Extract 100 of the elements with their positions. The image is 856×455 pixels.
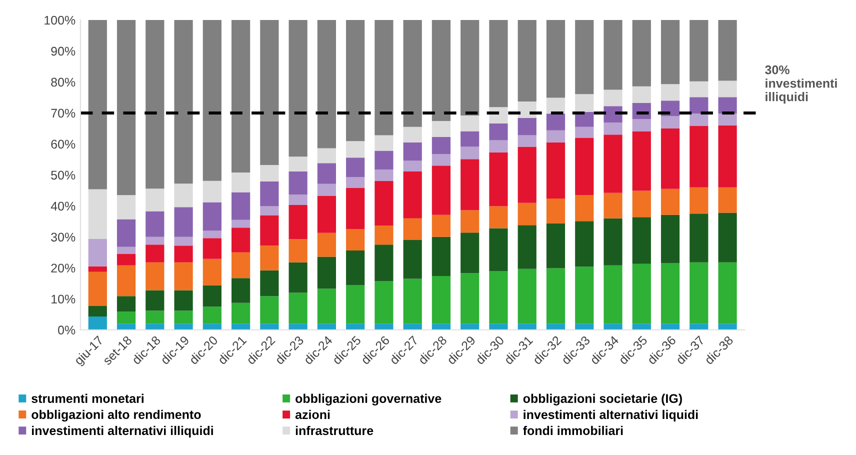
bar bbox=[174, 262, 193, 290]
legend-label: infrastrutture bbox=[296, 426, 374, 436]
bar bbox=[690, 262, 708, 324]
bar bbox=[116, 265, 136, 296]
bar bbox=[489, 107, 508, 124]
bar bbox=[146, 324, 164, 330]
bar bbox=[604, 20, 622, 90]
bar bbox=[260, 296, 279, 324]
bar bbox=[317, 196, 336, 233]
bar bbox=[604, 106, 622, 123]
bar bbox=[88, 272, 107, 306]
bar bbox=[346, 141, 365, 158]
bar bbox=[202, 285, 222, 307]
bar bbox=[718, 212, 737, 262]
bar bbox=[88, 20, 107, 190]
legend-label: fondi immobiliari bbox=[523, 426, 623, 436]
bar bbox=[288, 156, 308, 172]
bar bbox=[489, 20, 508, 108]
bar bbox=[288, 194, 308, 206]
bar bbox=[575, 112, 594, 127]
bar bbox=[718, 97, 737, 114]
bar bbox=[288, 324, 308, 330]
bar bbox=[346, 229, 365, 251]
bar bbox=[575, 94, 594, 112]
legend-label: investimenti alternativi liquidi bbox=[524, 410, 698, 422]
bar bbox=[660, 84, 680, 101]
bar bbox=[604, 134, 622, 193]
bar bbox=[718, 324, 737, 330]
bar bbox=[88, 306, 107, 317]
bar bbox=[202, 306, 222, 324]
bar bbox=[660, 263, 680, 324]
bar bbox=[518, 135, 536, 147]
bar bbox=[146, 211, 164, 237]
bar bbox=[374, 20, 394, 136]
bar bbox=[260, 246, 279, 270]
bar bbox=[231, 192, 250, 220]
bar bbox=[403, 218, 422, 240]
bar bbox=[460, 232, 480, 274]
bar bbox=[174, 324, 193, 330]
bar bbox=[116, 20, 136, 196]
bar bbox=[146, 244, 164, 262]
bar bbox=[146, 310, 164, 324]
bar bbox=[374, 150, 394, 170]
bar bbox=[432, 121, 451, 137]
bar bbox=[317, 324, 336, 330]
bar bbox=[260, 165, 279, 182]
ref-line-label: 30% investimenti illiquidi bbox=[765, 65, 837, 104]
bar bbox=[116, 195, 136, 220]
bar bbox=[489, 228, 508, 272]
bar bbox=[116, 296, 136, 312]
bar bbox=[546, 198, 566, 224]
bar bbox=[604, 90, 622, 106]
bar bbox=[317, 184, 336, 196]
bar bbox=[575, 221, 594, 267]
bar bbox=[146, 262, 164, 290]
bar bbox=[403, 20, 422, 127]
y-tick-label: 20% bbox=[51, 264, 76, 273]
bar bbox=[288, 262, 308, 293]
bar bbox=[660, 188, 680, 215]
bar bbox=[231, 278, 250, 303]
bar bbox=[403, 126, 422, 142]
bar bbox=[432, 236, 451, 276]
bar bbox=[489, 140, 508, 152]
bar bbox=[604, 192, 622, 218]
bar bbox=[174, 310, 193, 324]
legend-label: obbligazioni alto rendimento bbox=[32, 410, 201, 422]
y-tick-label: 80% bbox=[51, 78, 76, 87]
bar bbox=[604, 122, 622, 135]
legend-label: azioni bbox=[295, 410, 330, 420]
bar bbox=[632, 264, 651, 324]
bar bbox=[632, 131, 651, 191]
bar bbox=[632, 86, 651, 104]
bar bbox=[231, 252, 250, 278]
bar bbox=[288, 239, 308, 262]
bar bbox=[116, 324, 136, 330]
bar bbox=[460, 20, 480, 116]
bar bbox=[288, 20, 308, 157]
y-tick-label: 60% bbox=[51, 140, 76, 149]
bar bbox=[346, 324, 365, 330]
bar bbox=[346, 285, 365, 324]
bar bbox=[489, 206, 508, 228]
bar bbox=[317, 148, 336, 164]
bar bbox=[202, 202, 222, 231]
bar bbox=[718, 20, 737, 81]
bar bbox=[718, 114, 737, 126]
bar bbox=[260, 206, 279, 216]
bar bbox=[88, 316, 107, 330]
bar bbox=[288, 172, 308, 194]
bar bbox=[403, 278, 422, 324]
bar bbox=[146, 20, 164, 189]
bar bbox=[202, 258, 222, 286]
bar bbox=[460, 210, 480, 233]
bar bbox=[202, 324, 222, 330]
bar bbox=[432, 214, 451, 237]
bar bbox=[604, 324, 622, 330]
bar bbox=[116, 246, 136, 254]
bar bbox=[317, 288, 336, 324]
bar bbox=[546, 20, 566, 98]
bar bbox=[346, 20, 365, 142]
bar bbox=[317, 163, 336, 184]
